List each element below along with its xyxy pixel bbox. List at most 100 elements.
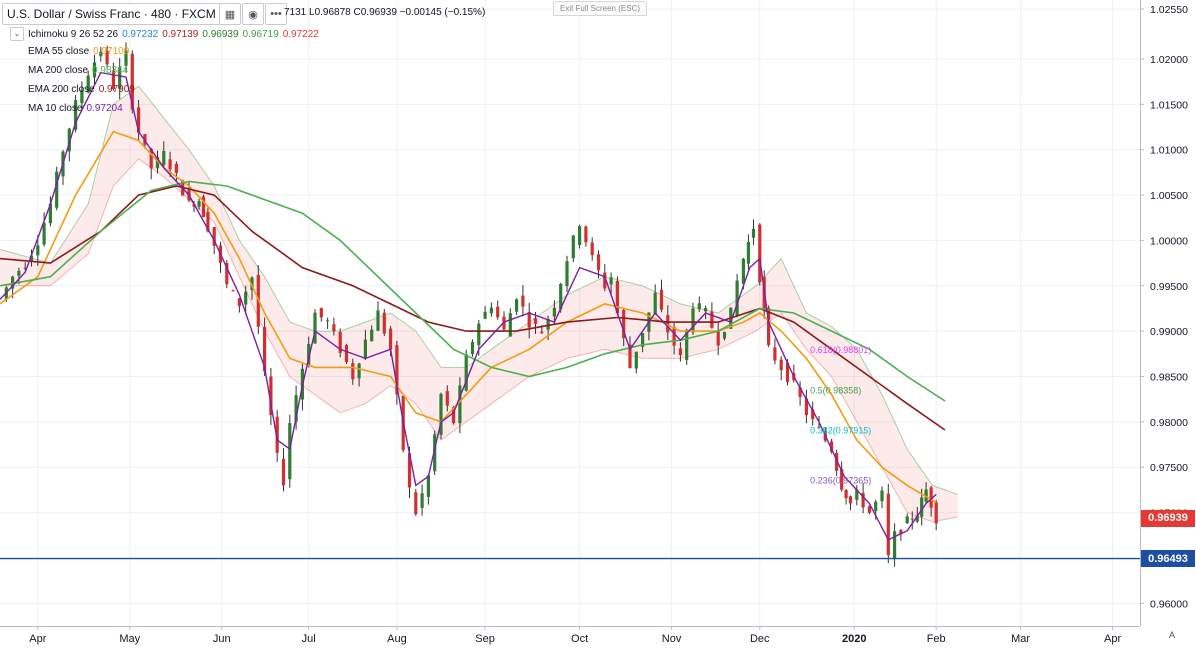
y-tick-label: 1.00000 [1150, 235, 1188, 247]
candle-body [420, 493, 424, 509]
candle-body [263, 327, 267, 372]
candle-body [344, 344, 349, 363]
y-tick-label: 0.99000 [1150, 326, 1188, 338]
candle-body [546, 318, 550, 330]
y-tick-label: 0.99500 [1150, 281, 1188, 293]
symbol-title[interactable]: U.S. Dollar / Swiss Franc · 480 · FXCM [2, 3, 221, 25]
ma10-row[interactable]: MA 10 close 0.97204 [28, 103, 123, 114]
candle-body [527, 312, 531, 328]
time-axis[interactable] [0, 626, 1140, 653]
x-tick-label: May [119, 633, 140, 645]
candle-body [920, 497, 924, 517]
exit-fullscreen-button[interactable]: Exit Full Screen (ESC) [553, 1, 647, 16]
x-tick-label: Oct [571, 633, 588, 645]
candle-body [288, 423, 292, 480]
candle-body [477, 323, 481, 346]
candle-body [910, 518, 914, 520]
candle-body [143, 134, 147, 145]
candle-body [785, 362, 790, 382]
y-tick-label: 0.98500 [1150, 372, 1188, 384]
candle-body [672, 327, 676, 346]
candle-body [773, 347, 777, 361]
candle-body [915, 515, 919, 522]
candle-body [452, 407, 456, 424]
candle-body [376, 310, 380, 331]
candle-body [23, 267, 27, 269]
candle-body [798, 387, 802, 397]
candle-body [835, 452, 839, 471]
candle-body [483, 311, 487, 319]
ma200-row[interactable]: MA 200 close 0.98344 [28, 65, 128, 76]
candle-body [844, 490, 848, 499]
candle-body [634, 351, 638, 369]
x-tick-label: Aug [387, 633, 407, 645]
candle-body [603, 272, 607, 289]
candle-body [11, 276, 15, 289]
y-tick-label: 1.00500 [1150, 190, 1188, 202]
candle-body [685, 329, 689, 361]
candle-body [244, 291, 248, 305]
x-tick-label: Dec [750, 633, 770, 645]
candle-body [206, 211, 210, 232]
candle-body [596, 254, 601, 271]
x-tick-label: Apr [1104, 633, 1121, 645]
y-tick-label: 1.01500 [1150, 99, 1188, 111]
candle-body [36, 245, 40, 256]
candle-body [29, 255, 34, 262]
candle-body [162, 151, 166, 166]
fib-label: 0.236(0.97365) [810, 475, 871, 485]
candle-body [924, 489, 928, 502]
candle-body [779, 359, 783, 371]
series-line-ma-10-close [0, 71, 937, 541]
candle-body [905, 516, 909, 524]
candle-body [861, 493, 865, 508]
y-tick-label: 1.01000 [1150, 145, 1188, 157]
candle-body [615, 280, 619, 314]
candle-body [351, 363, 355, 380]
candle-body [17, 270, 21, 276]
ohlc-readout: 7131 L0.96878 C0.96939 −0.00145 (−0.15%) [284, 7, 486, 18]
chevron-down-icon[interactable]: ⌄ [10, 27, 24, 41]
candle-body [168, 159, 172, 170]
candle-body [609, 277, 613, 285]
indicator-value: 0.97139 [162, 28, 199, 40]
candle-body [559, 284, 563, 310]
eye-icon[interactable]: ◉ [242, 3, 264, 25]
candle-body [830, 441, 834, 452]
candle-body [811, 409, 815, 420]
candle-body [307, 343, 311, 366]
candle-body [281, 458, 286, 486]
candle-body [149, 148, 153, 169]
candle-body [231, 290, 235, 292]
x-tick-label: 2020 [842, 633, 866, 645]
x-tick-label: Apr [29, 633, 46, 645]
candle-body [124, 50, 128, 66]
price-axis[interactable] [1140, 0, 1196, 626]
candle-body [659, 289, 664, 310]
candle-body [565, 261, 569, 287]
ichimoku-row[interactable]: ⌄ Ichimoku 9 26 52 26 0.97232 0.97139 0.… [10, 27, 319, 41]
ema200-row[interactable]: EMA 200 close 0.97909 [28, 84, 135, 95]
candle-body [470, 341, 475, 355]
candle-body [934, 502, 938, 524]
candle-body [201, 196, 206, 218]
candle-body [767, 307, 771, 346]
ema55-row[interactable]: EMA 55 close 0.97109 [28, 46, 129, 57]
indicator-value: 0.97232 [122, 28, 159, 40]
auto-scale-button[interactable]: A [1168, 630, 1175, 640]
candle-body [458, 385, 462, 424]
candle-body [363, 339, 367, 359]
compare-icon[interactable]: ▦ [219, 3, 241, 25]
candle-body [92, 62, 97, 78]
indicator-value: 0.97204 [86, 103, 123, 114]
candle-body [628, 344, 632, 368]
more-icon[interactable]: ••• [265, 3, 287, 25]
indicator-value: 0.96719 [242, 28, 279, 40]
candle-body [137, 107, 141, 133]
indicator-name: MA 10 close [28, 103, 83, 114]
candle-body [817, 426, 821, 428]
candle-body [874, 501, 878, 512]
candle-body [332, 324, 336, 332]
candle-body [80, 89, 84, 104]
